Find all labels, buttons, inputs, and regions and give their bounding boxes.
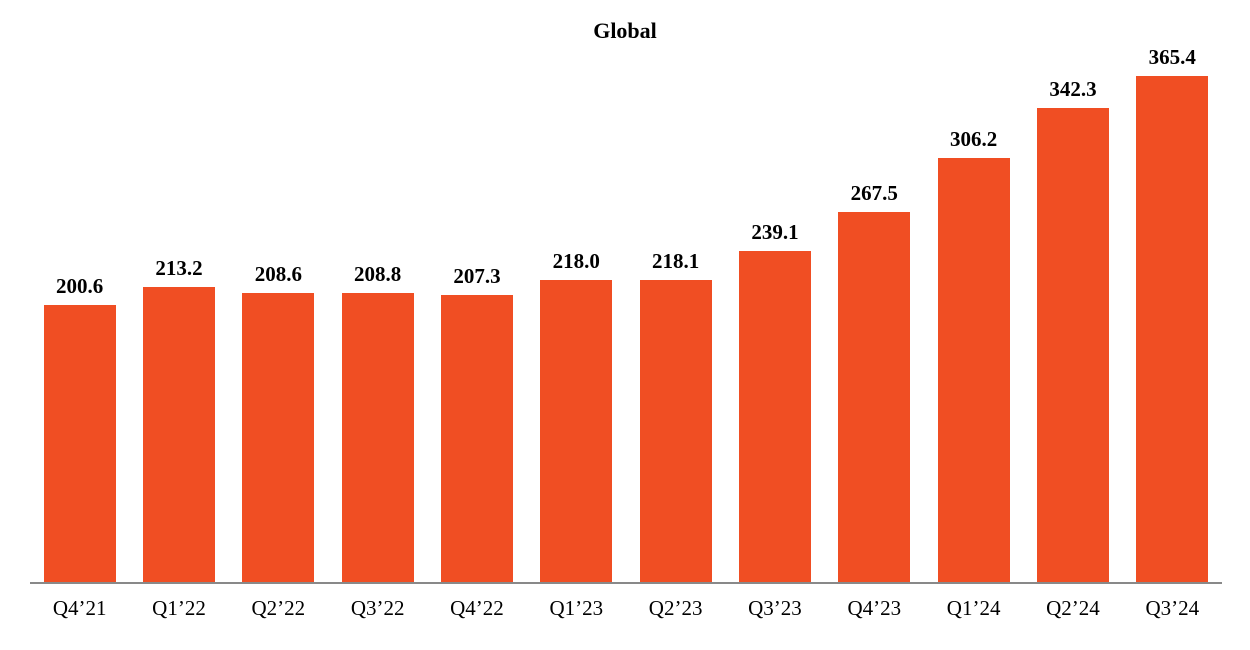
bar xyxy=(838,211,911,583)
bar-value-label: 365.4 xyxy=(1148,44,1196,69)
bar xyxy=(242,293,315,583)
bar-value-label: 208.8 xyxy=(354,262,402,287)
x-axis-tick-label: Q2’23 xyxy=(648,596,703,620)
bars-container: 200.6 213.2 208.6 208.8 207.3 218.0 218.… xyxy=(30,0,1222,583)
bar-value-label: 207.3 xyxy=(453,264,501,289)
bar-value-label: 218.1 xyxy=(652,249,700,274)
bar xyxy=(440,295,513,583)
x-axis-line xyxy=(30,582,1222,584)
x-axis-tick-label: Q4’23 xyxy=(847,596,902,620)
bar-slot: 208.8 xyxy=(328,262,427,583)
bar-slot: 218.1 xyxy=(626,249,725,583)
bar-slot: 207.3 xyxy=(427,264,526,583)
bar xyxy=(937,158,1010,583)
x-axis-tick-label: Q1’22 xyxy=(152,596,206,620)
bar-slot: 200.6 xyxy=(30,273,129,583)
bar-slot: 208.6 xyxy=(229,262,328,583)
bar-value-label: 267.5 xyxy=(850,180,898,205)
bar-value-label: 200.6 xyxy=(56,273,104,298)
x-axis-tick-label: Q3’24 xyxy=(1145,596,1200,620)
bar xyxy=(341,293,414,583)
x-axis-tick-label: Q3’22 xyxy=(350,596,405,620)
x-axis-tick-label: Q1’24 xyxy=(946,596,1001,620)
x-axis-tick-label: Q2’24 xyxy=(1046,596,1100,620)
bar xyxy=(540,280,613,583)
bar-slot: 342.3 xyxy=(1023,77,1122,583)
bar-value-label: 239.1 xyxy=(751,220,799,245)
bar-slot: 239.1 xyxy=(725,220,824,583)
bar-value-label: 306.2 xyxy=(949,127,998,151)
bar-slot: 213.2 xyxy=(129,256,228,583)
bar xyxy=(1036,107,1109,583)
bar xyxy=(142,287,215,583)
bar-value-label: 208.6 xyxy=(254,262,302,287)
bar xyxy=(1136,75,1209,583)
bar-slot: 306.2 xyxy=(924,127,1023,583)
bar xyxy=(639,280,712,583)
bar-value-label: 213.2 xyxy=(155,256,203,281)
bar xyxy=(738,251,811,583)
x-axis-tick-label: Q2’22 xyxy=(251,596,306,620)
bar-slot: 365.4 xyxy=(1123,45,1222,583)
bar-slot: 267.5 xyxy=(825,181,924,583)
bar-slot: 218.0 xyxy=(527,249,626,583)
x-axis-tick-label: Q4’21 xyxy=(52,596,107,620)
x-axis-tick-label: Q4’22 xyxy=(450,596,504,620)
bar-value-label: 218.0 xyxy=(552,249,600,274)
x-axis-labels: Q4’21 Q1’22 Q2’22 Q3’22 Q4’22 Q1’23 Q2’2… xyxy=(30,596,1222,621)
bar-value-label: 342.3 xyxy=(1049,76,1097,101)
x-axis-tick-label: Q1’23 xyxy=(549,596,604,620)
bar xyxy=(43,304,116,583)
x-axis-tick-label: Q3’23 xyxy=(748,596,802,620)
chart-title: Global xyxy=(593,18,657,43)
